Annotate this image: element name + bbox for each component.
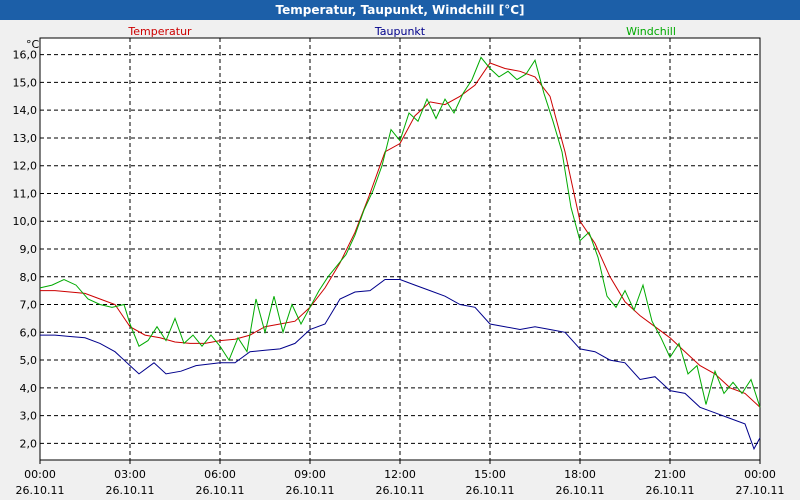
y-tick-label: 13,0 <box>13 132 38 145</box>
y-tick-label: 5,0 <box>20 354 38 367</box>
line-chart: 2,0 3,0 4,0 5,0 6,0 7,0 8,0 9,0 10,0 11,0 12,0 13,0… <box>13 25 785 497</box>
y-tick-label: 10,0 <box>13 215 38 228</box>
x-tick-date-label: 26.10.11 <box>106 484 155 497</box>
legend-windchill: Windchill <box>626 25 676 38</box>
window-title: Temperatur, Taupunkt, Windchill [°C] <box>0 0 800 20</box>
x-tick-time-label: 15:00 <box>474 468 506 481</box>
x-tick-time-label: 12:00 <box>384 468 416 481</box>
y-tick-label: 14,0 <box>13 104 38 117</box>
y-tick-label: 3,0 <box>20 410 38 423</box>
x-tick-date-label: 26.10.11 <box>286 484 335 497</box>
x-tick-time-label: 09:00 <box>294 468 326 481</box>
y-tick-label: 11,0 <box>13 187 38 200</box>
legend-taupunkt: Taupunkt <box>374 25 426 38</box>
x-tick-time-label: 00:00 <box>744 468 776 481</box>
x-tick-date-label: 26.10.11 <box>556 484 605 497</box>
x-tick-date-label: 26.10.11 <box>16 484 65 497</box>
series-line-windchill <box>39 56 761 408</box>
y-tick-label: 7,0 <box>20 299 38 312</box>
series-line-taupunkt <box>40 279 761 451</box>
y-axis-label: °C <box>26 38 40 51</box>
x-tick-time-label: 18:00 <box>564 468 596 481</box>
x-tick-date-label: 26.10.11 <box>376 484 425 497</box>
y-tick-label: 15,0 <box>13 76 38 89</box>
y-tick-label: 6,0 <box>20 326 38 339</box>
y-tick-label: 2,0 <box>20 437 38 450</box>
y-tick-label: 8,0 <box>20 271 38 284</box>
series-line-temperatur <box>40 62 761 408</box>
legend-temperatur: Temperatur <box>127 25 192 38</box>
y-tick-label: 4,0 <box>20 382 38 395</box>
x-tick-time-label: 21:00 <box>654 468 686 481</box>
x-tick-date-label: 26.10.11 <box>196 484 245 497</box>
y-tick-label: 12,0 <box>13 160 38 173</box>
y-tick-label: 9,0 <box>20 243 38 256</box>
x-tick-date-label: 27.10.11 <box>736 484 785 497</box>
y-tick-label: 16,0 <box>13 49 38 62</box>
x-tick-time-label: 03:00 <box>114 468 146 481</box>
x-tick-time-label: 00:00 <box>24 468 56 481</box>
x-tick-time-label: 06:00 <box>204 468 236 481</box>
x-tick-date-label: 26.10.11 <box>466 484 515 497</box>
x-tick-date-label: 26.10.11 <box>646 484 695 497</box>
